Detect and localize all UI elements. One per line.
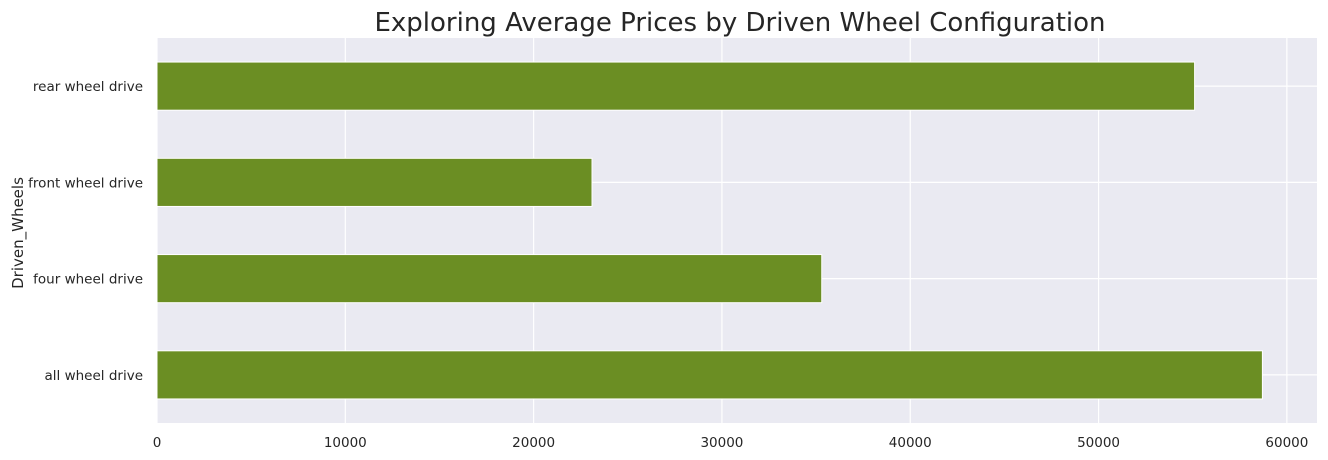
y-tick-labels: rear wheel drive front wheel drive four wh… xyxy=(28,79,143,384)
x-tick-label: 50000 xyxy=(1077,435,1120,451)
x-tick-label: 0 xyxy=(153,435,162,451)
x-tick-label: 60000 xyxy=(1265,435,1308,451)
bar-all-wheel-drive xyxy=(156,350,1263,400)
x-tick-labels: 0 10000 20000 30000 40000 50000 60000 xyxy=(153,435,1309,451)
bar-four-wheel-drive xyxy=(156,254,823,304)
x-tick-label: 40000 xyxy=(889,435,932,451)
x-tick-label: 20000 xyxy=(512,435,555,451)
y-tick-label: four wheel drive xyxy=(33,272,143,288)
chart-title: Exploring Average Prices by Driven Wheel… xyxy=(374,8,1105,38)
bars xyxy=(156,61,1263,400)
y-axis-label: Driven_Wheels xyxy=(9,177,28,289)
x-tick-label: 10000 xyxy=(324,435,367,451)
bar-front-wheel-drive xyxy=(156,157,593,207)
y-tick-label: rear wheel drive xyxy=(33,79,143,95)
x-tick-label: 30000 xyxy=(700,435,743,451)
bar-rear-wheel-drive xyxy=(156,61,1196,111)
y-tick-label: front wheel drive xyxy=(28,175,143,191)
y-tick-label: all wheel drive xyxy=(45,368,143,384)
